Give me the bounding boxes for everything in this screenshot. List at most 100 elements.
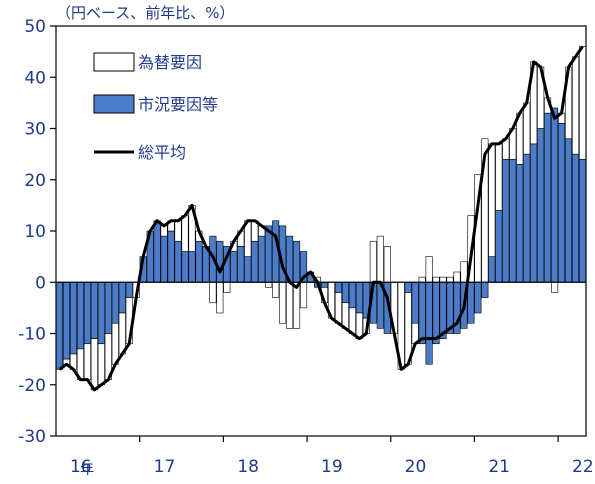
bar-market — [55, 281, 63, 370]
bar-fx — [446, 276, 454, 283]
bar-market — [230, 251, 238, 283]
bar-market — [509, 158, 517, 283]
bar-fx — [174, 220, 182, 242]
bar-market — [293, 240, 301, 283]
y-tick-label: 20 — [24, 171, 46, 191]
bar-market — [118, 281, 126, 314]
bar-market — [474, 281, 482, 314]
bar-fx — [348, 307, 356, 334]
bar-market — [62, 281, 70, 360]
bar-fx — [83, 343, 91, 380]
bar-fx — [383, 246, 391, 283]
bar-fx — [209, 281, 217, 304]
x-tick-label: 20 — [405, 457, 427, 477]
bar-market — [90, 281, 98, 339]
legend-swatch-market — [93, 94, 135, 114]
x-tick-label: 18 — [237, 457, 259, 477]
bar-market — [111, 281, 119, 324]
x-tick-label: 22 — [572, 457, 594, 477]
bar-market — [551, 107, 559, 283]
bar-market — [488, 256, 496, 283]
bar-fx — [293, 281, 301, 329]
bar-fx — [432, 276, 440, 283]
unit-label: （円ベース、前年比、%） — [56, 4, 235, 22]
y-tick-label: 0 — [35, 273, 46, 293]
bar-market — [404, 281, 412, 293]
bar-market — [174, 240, 182, 283]
bar-market — [153, 220, 161, 283]
bar-market — [125, 281, 133, 298]
legend-label-market: 市況要因等 — [138, 95, 218, 114]
bar-market — [244, 256, 252, 283]
y-tick-label: -30 — [18, 427, 46, 447]
bar-fx — [425, 256, 433, 283]
bar-fx — [579, 46, 587, 160]
bar-fx — [369, 240, 377, 283]
bar-fx — [418, 276, 426, 283]
bar-fx — [97, 343, 105, 386]
bar-fx — [90, 338, 98, 391]
bar-market — [523, 153, 531, 283]
bar-market — [565, 138, 573, 283]
bar-market — [83, 281, 91, 345]
y-tick-label: 50 — [24, 17, 46, 37]
bar-market — [418, 281, 426, 345]
legend-label-fx: 為替要因 — [138, 53, 202, 72]
bar-market — [341, 281, 349, 304]
bar-fx — [118, 312, 126, 355]
x-year-suffix: 年 — [80, 462, 94, 478]
bar-market — [558, 123, 566, 283]
bar-market — [160, 235, 168, 283]
bar-fx — [181, 215, 189, 252]
bar-market — [251, 240, 259, 283]
y-tick-label: -10 — [18, 325, 46, 345]
bar-fx — [272, 281, 280, 298]
bar-fx — [460, 261, 468, 283]
bar-market — [97, 281, 105, 345]
x-tick-label: 17 — [154, 457, 176, 477]
bar-fx — [111, 322, 119, 365]
bar-market — [195, 240, 203, 283]
bar-fx — [495, 143, 503, 211]
bar-market — [188, 251, 196, 283]
bar-fx — [160, 225, 168, 237]
bar-fx — [488, 143, 496, 257]
bar-market — [432, 281, 440, 345]
x-tick-label: 21 — [488, 457, 510, 477]
y-tick-label: 10 — [24, 222, 46, 242]
bar-market — [69, 281, 77, 355]
bar-market — [516, 164, 524, 283]
bar-fx — [279, 281, 287, 324]
bar-market — [530, 143, 538, 283]
bar-market — [181, 251, 189, 283]
bar-fx — [376, 235, 384, 283]
bar-fx — [265, 281, 273, 288]
bar-market — [411, 281, 419, 324]
bar-market — [502, 158, 510, 283]
bar-market — [334, 281, 342, 293]
bar-fx — [300, 281, 308, 309]
bar-market — [425, 281, 433, 365]
bar-fx — [286, 281, 294, 329]
bar-fx — [439, 276, 447, 283]
y-tick-label: 40 — [24, 68, 46, 88]
bar-fx — [453, 271, 461, 283]
bar-market — [104, 281, 112, 334]
bar-fx — [216, 281, 224, 314]
bar-fx — [341, 302, 349, 329]
y-tick-label: 30 — [24, 120, 46, 140]
bar-market — [258, 235, 266, 283]
bar-market — [481, 281, 489, 298]
bar-market — [579, 158, 587, 283]
bar-market — [237, 246, 245, 283]
bar-market — [495, 210, 503, 283]
bar-market — [537, 128, 545, 283]
bar-market — [544, 112, 552, 283]
x-tick-label: 19 — [321, 457, 343, 477]
bar-market — [572, 153, 580, 283]
bar-fx — [523, 102, 531, 155]
legend-label-total: 総平均 — [138, 143, 186, 162]
bar-market — [76, 281, 84, 350]
bar-market — [467, 281, 475, 324]
